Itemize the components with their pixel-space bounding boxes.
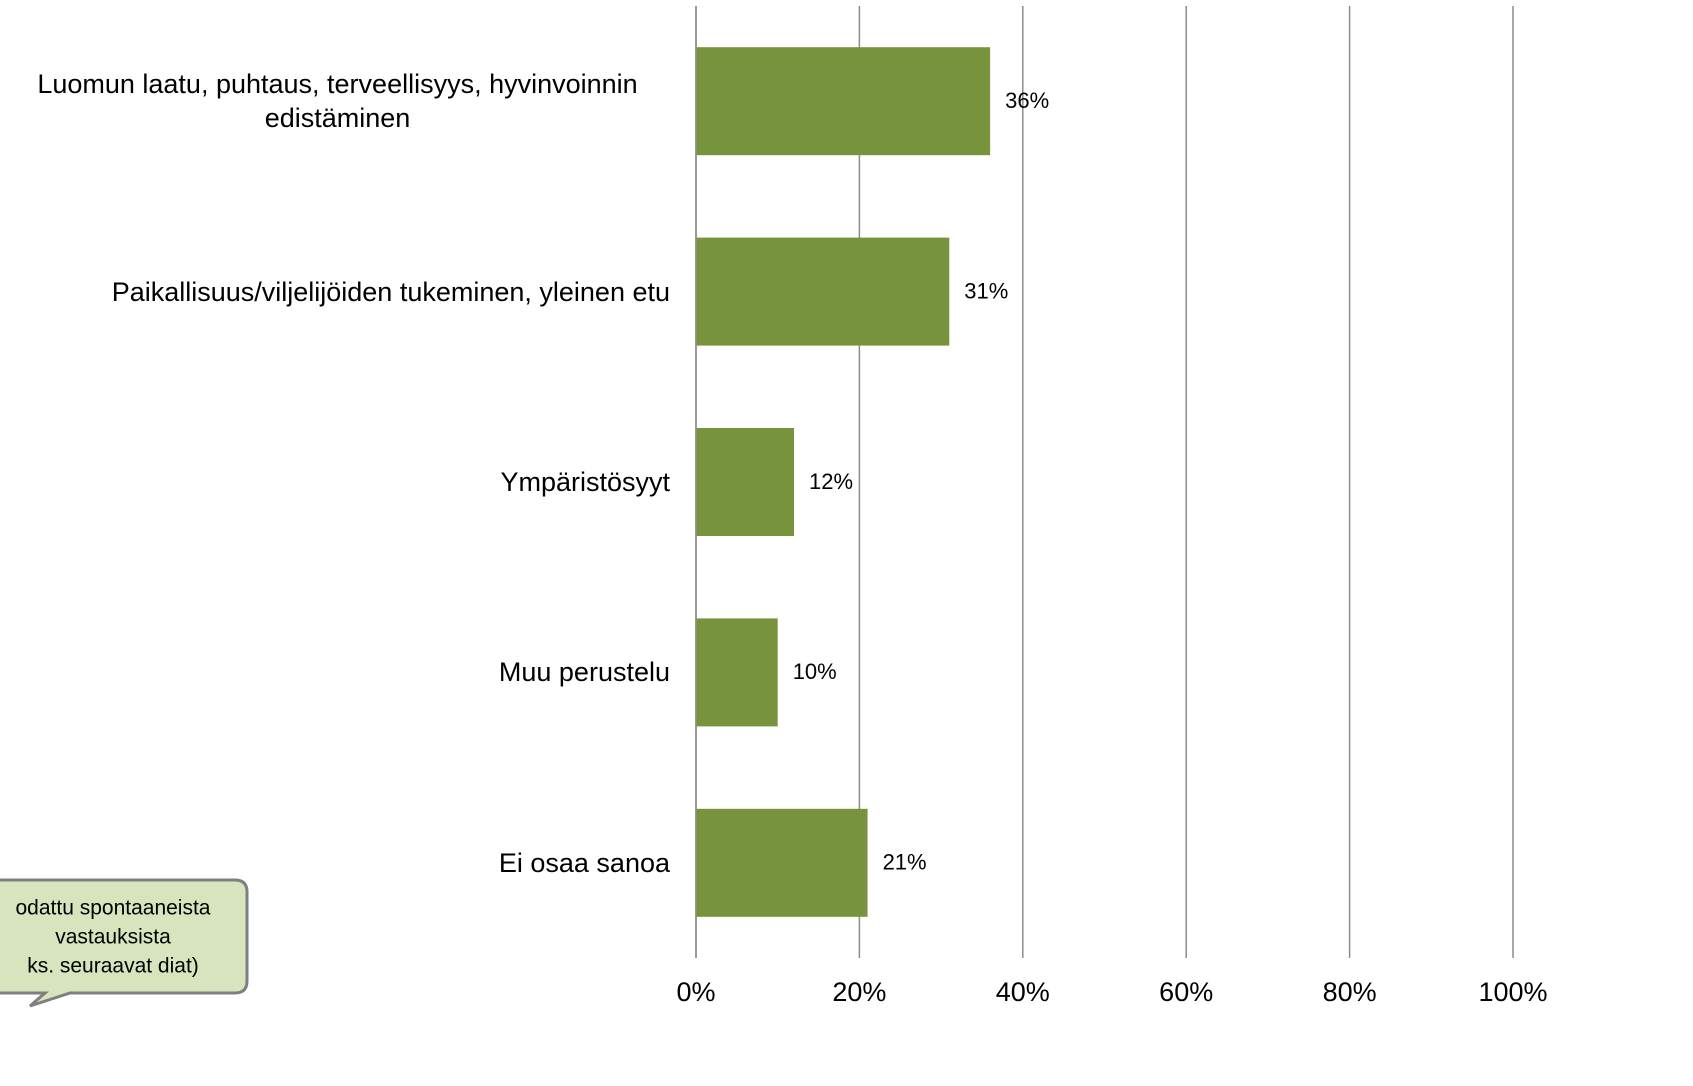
category-text: Ympäristösyyt [500,467,670,497]
category-label: Paikallisuus/viljelijöiden tukeminen, yl… [112,275,670,309]
category-text: Ei osaa sanoa [498,847,670,878]
callout-text: ks. seuraavat diat) [27,955,199,978]
x-tick-label: 100% [1478,977,1547,1007]
value-label: 21% [883,850,927,875]
bar [696,47,991,156]
value-label: 12% [809,469,853,494]
x-tick-label: 40% [996,977,1050,1007]
value-label: 10% [793,659,837,684]
x-tick-label: 0% [676,977,715,1007]
callout-text: odattu spontaaneista [16,897,211,920]
x-tick-label: 80% [1323,977,1377,1007]
category-label: Muu perustelu [499,655,670,689]
bar [696,237,950,346]
category-label: Ympäristösyyt [500,465,670,499]
callout-box [0,878,249,1008]
value-label: 31% [964,278,1008,303]
x-tick-label: 20% [832,977,886,1007]
category-text: Paikallisuus/viljelijöiden tukeminen, yl… [111,276,670,307]
x-tick-label: 60% [1159,977,1213,1007]
category-label: Ei osaa sanoa [499,846,670,880]
category-text: Muu perustelu [498,657,670,688]
bar [696,808,868,917]
category-text: Luomun laatu, puhtaus, terveellisyys, hy… [37,69,638,134]
value-label: 36% [1005,88,1049,113]
bar [696,428,795,536]
bar [696,618,778,727]
callout-text: vastauksista [55,926,171,949]
category-label: Luomun laatu, puhtaus, terveellisyys, hy… [5,67,670,135]
